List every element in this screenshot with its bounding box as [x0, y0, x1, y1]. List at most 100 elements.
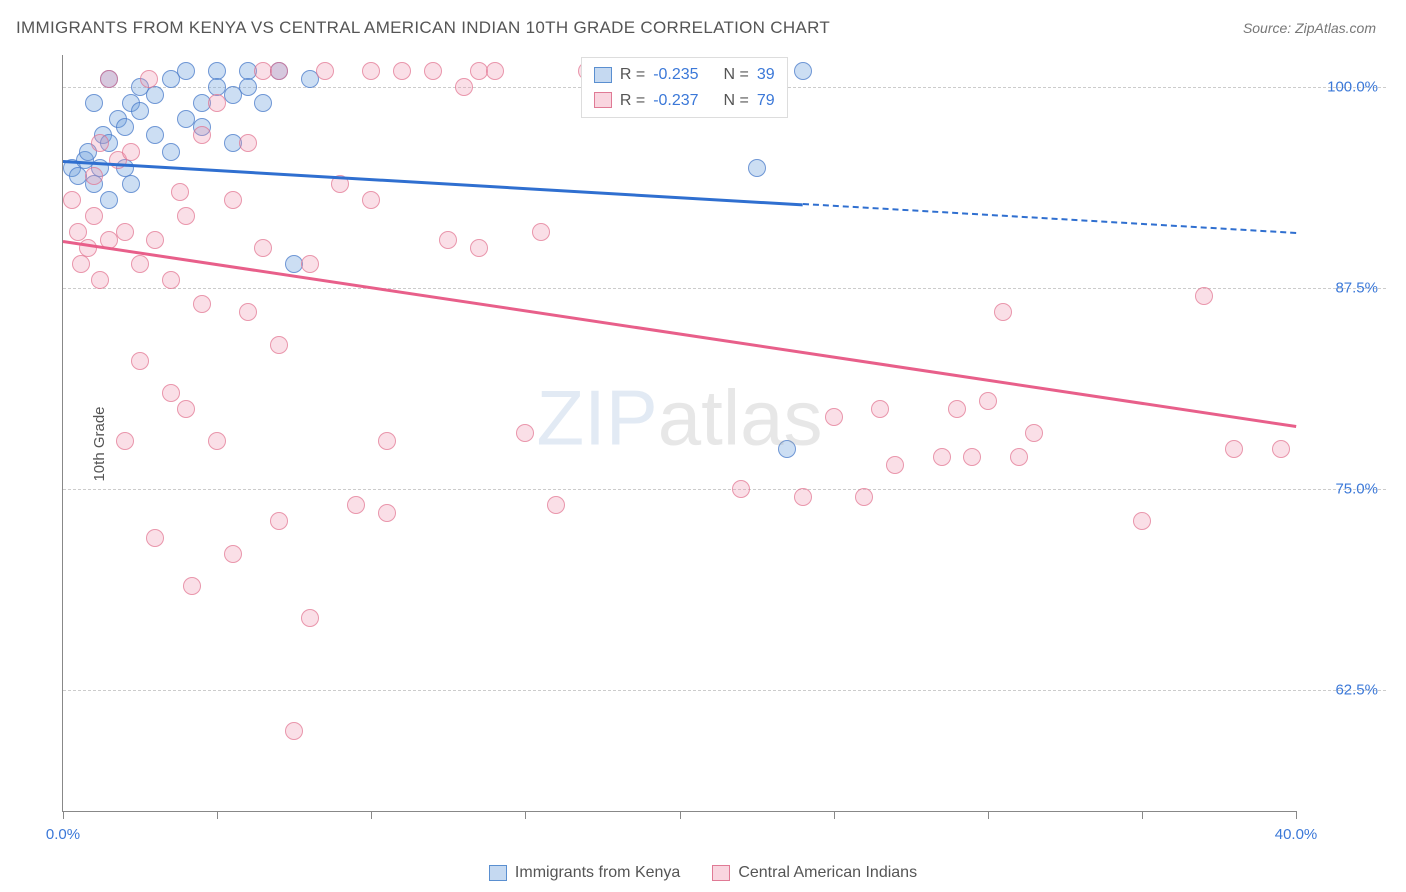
scatter-point — [183, 577, 201, 595]
scatter-point — [131, 255, 149, 273]
scatter-point — [378, 432, 396, 450]
y-tick-label: 87.5% — [1335, 280, 1378, 297]
scatter-point — [886, 456, 904, 474]
scatter-point — [778, 440, 796, 458]
scatter-point — [85, 167, 103, 185]
chart-source: Source: ZipAtlas.com — [1243, 20, 1376, 36]
trend-line — [63, 240, 1296, 427]
x-tick — [525, 811, 526, 819]
scatter-point — [316, 62, 334, 80]
x-tick — [217, 811, 218, 819]
scatter-point — [131, 102, 149, 120]
scatter-point — [100, 191, 118, 209]
scatter-point — [224, 545, 242, 563]
scatter-point — [794, 488, 812, 506]
scatter-point — [532, 223, 550, 241]
plot-area: R = -0.235 N = 39 R = -0.237 N = 79 ZIPa… — [62, 55, 1296, 812]
scatter-point — [948, 400, 966, 418]
legend-stats: R = -0.235 N = 39 R = -0.237 N = 79 — [581, 57, 788, 118]
scatter-point — [794, 62, 812, 80]
scatter-point — [1272, 440, 1290, 458]
scatter-point — [963, 448, 981, 466]
scatter-point — [470, 239, 488, 257]
legend-stats-row-pink: R = -0.237 N = 79 — [594, 88, 775, 114]
scatter-point — [301, 609, 319, 627]
legend-swatch-blue-icon — [594, 67, 612, 83]
scatter-point — [1133, 512, 1151, 530]
scatter-point — [122, 175, 140, 193]
legend-item-central-american: Central American Indians — [712, 864, 917, 882]
scatter-point — [979, 392, 997, 410]
y-tick-label: 100.0% — [1327, 79, 1378, 96]
scatter-point — [193, 126, 211, 144]
legend-item-kenya: Immigrants from Kenya — [489, 864, 680, 882]
scatter-point — [933, 448, 951, 466]
scatter-point — [732, 480, 750, 498]
scatter-point — [146, 231, 164, 249]
scatter-point — [116, 223, 134, 241]
x-tick — [680, 811, 681, 819]
scatter-point — [1025, 424, 1043, 442]
trend-line-dashed — [803, 203, 1296, 234]
scatter-point — [994, 303, 1012, 321]
x-tick — [834, 811, 835, 819]
scatter-point — [162, 271, 180, 289]
scatter-point — [362, 62, 380, 80]
scatter-point — [1225, 440, 1243, 458]
x-tick — [63, 811, 64, 819]
legend-swatch-blue-icon — [489, 865, 507, 881]
scatter-point — [748, 159, 766, 177]
scatter-point — [424, 62, 442, 80]
scatter-point — [455, 78, 473, 96]
scatter-point — [63, 191, 81, 209]
legend-label-kenya: Immigrants from Kenya — [515, 864, 680, 882]
scatter-point — [871, 400, 889, 418]
scatter-point — [393, 62, 411, 80]
scatter-point — [85, 207, 103, 225]
legend-stats-row-blue: R = -0.235 N = 39 — [594, 62, 775, 88]
legend-swatch-pink-icon — [712, 865, 730, 881]
scatter-point — [85, 94, 103, 112]
scatter-point — [516, 424, 534, 442]
scatter-point — [301, 255, 319, 273]
scatter-point — [378, 504, 396, 522]
chart-header: IMMIGRANTS FROM KENYA VS CENTRAL AMERICA… — [0, 0, 1406, 48]
scatter-point — [254, 239, 272, 257]
scatter-point — [347, 496, 365, 514]
scatter-point — [270, 336, 288, 354]
scatter-point — [547, 496, 565, 514]
scatter-point — [193, 295, 211, 313]
gridline-h — [63, 489, 1386, 490]
scatter-point — [439, 231, 457, 249]
scatter-point — [270, 512, 288, 530]
scatter-point — [131, 352, 149, 370]
scatter-point — [285, 722, 303, 740]
scatter-point — [116, 432, 134, 450]
scatter-point — [486, 62, 504, 80]
scatter-point — [146, 529, 164, 547]
x-tick-label: 40.0% — [1275, 826, 1318, 843]
legend-bottom: Immigrants from Kenya Central American I… — [0, 864, 1406, 882]
legend-swatch-pink-icon — [594, 92, 612, 108]
r-value-pink: -0.237 — [653, 88, 698, 114]
scatter-point — [224, 191, 242, 209]
scatter-point — [162, 384, 180, 402]
scatter-point — [208, 94, 226, 112]
scatter-point — [91, 134, 109, 152]
scatter-point — [116, 118, 134, 136]
scatter-point — [1195, 287, 1213, 305]
chart-title: IMMIGRANTS FROM KENYA VS CENTRAL AMERICA… — [16, 18, 830, 38]
scatter-point — [254, 94, 272, 112]
scatter-point — [825, 408, 843, 426]
scatter-point — [146, 126, 164, 144]
scatter-point — [146, 86, 164, 104]
scatter-point — [855, 488, 873, 506]
scatter-point — [239, 134, 257, 152]
scatter-point — [140, 70, 158, 88]
scatter-point — [72, 255, 90, 273]
scatter-point — [177, 62, 195, 80]
scatter-point — [100, 70, 118, 88]
x-tick-label: 0.0% — [46, 826, 80, 843]
scatter-point — [208, 432, 226, 450]
r-value-blue: -0.235 — [653, 62, 698, 88]
